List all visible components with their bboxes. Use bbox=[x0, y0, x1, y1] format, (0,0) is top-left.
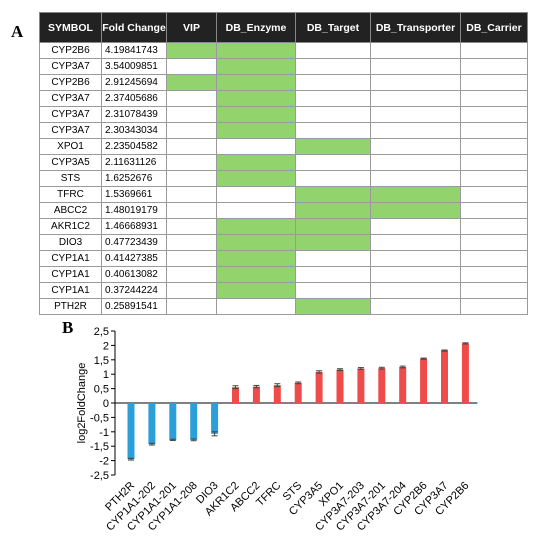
db-enzyme-cell bbox=[216, 170, 296, 187]
bar bbox=[441, 350, 448, 403]
header-db-carrier: DB_Carrier bbox=[460, 12, 528, 43]
db-carrier-cell bbox=[460, 298, 528, 315]
db-target-cell bbox=[295, 298, 371, 315]
table-row: XPO1 2.23504582 bbox=[39, 138, 528, 155]
gene-table: SYMBOL Fold Change VIP DB_Enzyme DB_Targ… bbox=[39, 12, 528, 315]
bar bbox=[461, 343, 469, 403]
y-axis-label: log2FoldChange bbox=[76, 363, 88, 444]
db-enzyme-cell bbox=[216, 42, 296, 59]
table-row: CYP2B6 2.91245694 bbox=[39, 74, 528, 91]
bar bbox=[211, 403, 219, 434]
bar bbox=[315, 371, 323, 403]
table-row: CYP1A1 0.41427385 bbox=[39, 250, 528, 267]
db-enzyme-cell bbox=[216, 250, 296, 267]
db-enzyme-cell bbox=[216, 218, 296, 235]
bar bbox=[336, 369, 344, 403]
y-tick-label: 1,5 bbox=[94, 355, 109, 367]
table-row: TFRC 1.5369661 bbox=[39, 186, 528, 203]
table-row: CYP3A5 2.11631126 bbox=[39, 154, 528, 171]
table-row: CYP3A7 3.54009851 bbox=[39, 58, 528, 75]
panel-label-a: A bbox=[11, 22, 24, 41]
bar bbox=[399, 367, 407, 403]
vip-cell bbox=[166, 74, 217, 91]
y-tick-label: 0 bbox=[103, 398, 109, 410]
x-tick-label: TFRC bbox=[254, 480, 283, 509]
y-tick-label: 2 bbox=[103, 340, 109, 352]
db-enzyme-cell bbox=[216, 58, 296, 75]
table-row: PTH2R 0.25891541 bbox=[39, 298, 528, 315]
bar bbox=[232, 387, 239, 403]
db-enzyme-cell bbox=[216, 266, 296, 283]
vip-cell bbox=[166, 42, 217, 59]
panel-label-b: B bbox=[62, 318, 74, 337]
x-tick-labels: PTH2RCYP1A1-202CYP1A1-201CYP1A1-208DIO3A… bbox=[103, 480, 471, 534]
header-vip: VIP bbox=[166, 12, 217, 43]
db-enzyme-cell bbox=[216, 106, 296, 123]
db-target-cell bbox=[295, 218, 371, 235]
bar bbox=[190, 403, 198, 440]
bar bbox=[294, 382, 302, 403]
bar bbox=[378, 368, 386, 403]
y-tick-label: 2,5 bbox=[94, 326, 109, 338]
y-tick-label: -2 bbox=[99, 456, 109, 468]
table-header-row: SYMBOL Fold Change VIP DB_Enzyme DB_Targ… bbox=[39, 12, 528, 43]
bar bbox=[252, 386, 260, 403]
bar bbox=[420, 358, 428, 403]
bar bbox=[169, 403, 177, 440]
y-tick-label: -2,5 bbox=[90, 470, 109, 482]
header-fold-change: Fold Change bbox=[101, 12, 167, 43]
bar-group bbox=[127, 342, 469, 461]
y-tick-label: -1 bbox=[99, 427, 109, 439]
bar bbox=[357, 368, 365, 403]
y-tick-label: 0,5 bbox=[94, 384, 109, 396]
header-db-enzyme: DB_Enzyme bbox=[216, 12, 296, 43]
db-enzyme-cell bbox=[216, 90, 296, 107]
bar bbox=[127, 403, 135, 460]
header-db-target: DB_Target bbox=[295, 12, 371, 43]
table-row: CYP3A7 2.30343034 bbox=[39, 122, 528, 139]
y-tick-label: -1,5 bbox=[90, 441, 109, 453]
table-row: CYP3A7 2.31078439 bbox=[39, 106, 528, 123]
table-row: DIO3 0.47723439 bbox=[39, 234, 528, 251]
bar bbox=[273, 385, 281, 403]
y-tick-label: 1 bbox=[103, 369, 109, 381]
bar bbox=[148, 403, 156, 445]
y-axis: -2,5 -2 -1,5 -1 -0,5 0 0,5 1 1,5 2 2,5 bbox=[90, 326, 478, 482]
y-tick-label: -0,5 bbox=[90, 412, 109, 424]
table-body: CYP2B6 4.19841743 CYP3A7 3.54009851 CYP2B6 2.… bbox=[39, 42, 528, 315]
